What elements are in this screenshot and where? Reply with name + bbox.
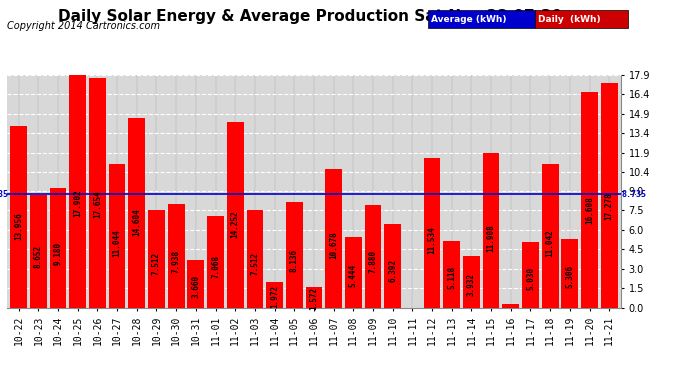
Bar [50, 188, 66, 308]
Text: 1.572: 1.572 [309, 287, 319, 310]
Text: 3.932: 3.932 [467, 273, 476, 296]
Text: 7.512: 7.512 [152, 252, 161, 275]
Text: Copyright 2014 Cartronics.com: Copyright 2014 Cartronics.com [7, 21, 160, 31]
Bar [444, 241, 460, 308]
Bar [227, 122, 244, 308]
Text: 11.534: 11.534 [428, 226, 437, 254]
Text: 16.608: 16.608 [585, 196, 594, 224]
Bar [581, 92, 598, 308]
Text: 13.956: 13.956 [14, 212, 23, 240]
Bar [207, 216, 224, 308]
Bar [325, 169, 342, 308]
Bar [246, 210, 264, 308]
Bar [562, 238, 578, 308]
Text: 14.604: 14.604 [132, 208, 141, 236]
Bar [10, 126, 27, 308]
Text: 17.654: 17.654 [93, 190, 102, 218]
Text: 11.908: 11.908 [486, 224, 495, 252]
Bar [424, 158, 440, 308]
Bar [128, 118, 145, 308]
Text: 6.392: 6.392 [388, 259, 397, 282]
Bar [148, 210, 165, 308]
Text: 11.042: 11.042 [546, 229, 555, 257]
Text: 8.136: 8.136 [290, 248, 299, 272]
Text: 14.252: 14.252 [230, 210, 239, 238]
Bar [345, 237, 362, 308]
Bar [522, 242, 539, 308]
Bar [109, 164, 126, 308]
Text: 5.030: 5.030 [526, 267, 535, 290]
Text: Daily Solar Energy & Average Production Sat Nov 22 07:30: Daily Solar Energy & Average Production … [59, 9, 562, 24]
Text: 5.444: 5.444 [349, 264, 358, 287]
Bar [364, 205, 382, 308]
Bar [70, 75, 86, 307]
Bar [89, 78, 106, 308]
Bar [502, 304, 519, 307]
Text: 9.180: 9.180 [54, 242, 63, 266]
Bar [384, 225, 401, 308]
Text: 7.512: 7.512 [250, 252, 259, 275]
Text: 1.972: 1.972 [270, 284, 279, 308]
Text: 5.306: 5.306 [565, 265, 574, 288]
Text: Daily  (kWh): Daily (kWh) [538, 15, 601, 24]
Bar [542, 164, 558, 308]
Bar [168, 204, 184, 308]
Bar [188, 260, 204, 308]
Bar [30, 195, 47, 308]
Text: 8.652: 8.652 [34, 245, 43, 268]
Text: 17.278: 17.278 [604, 193, 613, 220]
Text: 17.902: 17.902 [73, 189, 82, 217]
Text: Average (kWh): Average (kWh) [431, 15, 506, 24]
Text: 3.660: 3.660 [191, 274, 200, 298]
Text: 5.118: 5.118 [447, 266, 456, 289]
Text: 10.678: 10.678 [329, 231, 338, 259]
Bar [266, 282, 283, 308]
Text: 7.938: 7.938 [172, 249, 181, 273]
Bar [463, 256, 480, 307]
Bar [483, 153, 500, 308]
Text: 8.735: 8.735 [621, 189, 646, 198]
Text: 7.068: 7.068 [211, 255, 220, 278]
Text: 7.880: 7.880 [368, 250, 377, 273]
Bar [306, 287, 322, 308]
Text: 8.735: 8.735 [0, 189, 9, 198]
Text: 11.044: 11.044 [112, 229, 121, 257]
Bar [286, 202, 303, 308]
Bar [601, 83, 618, 308]
